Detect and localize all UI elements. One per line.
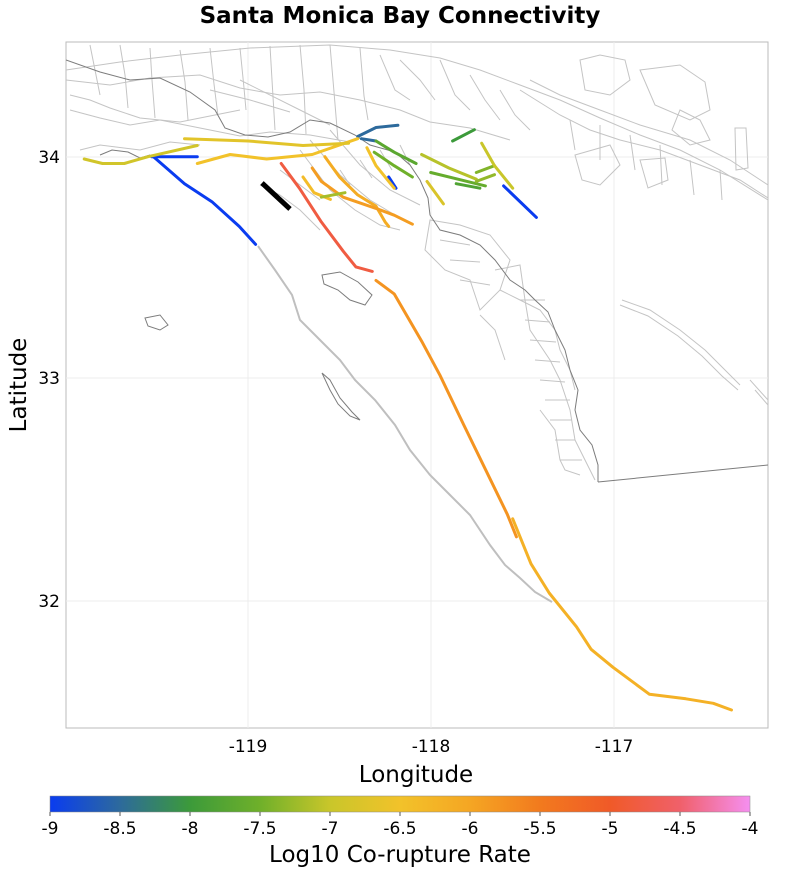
colorbar bbox=[49, 795, 751, 813]
fault-rupture-segment bbox=[511, 517, 733, 712]
coastline bbox=[66, 59, 768, 483]
y-axis-label: Latitude bbox=[6, 338, 32, 433]
colorbar-tick-label: -4.5 bbox=[663, 819, 696, 839]
fault-rupture-segment bbox=[374, 278, 518, 539]
colorbar-tick-label: -8 bbox=[182, 819, 199, 839]
fault-rupture-segment bbox=[451, 128, 476, 143]
fault-rupture-segment bbox=[420, 153, 478, 181]
colorbar-label: Log10 Co-rupture Rate bbox=[269, 842, 531, 868]
fault-rupture-segment bbox=[183, 137, 351, 147]
fault-rupture-segment bbox=[454, 182, 482, 190]
fault-rupture-segment bbox=[323, 155, 391, 228]
colorbar-tick-label: -5 bbox=[602, 819, 619, 839]
colorbar-ticks: -9 -8.5 -8 -7.5 -7 -6.5 -6 -5.5 -5 -4.5 -4 bbox=[42, 812, 759, 839]
colorbar-tick-label: -6.5 bbox=[383, 819, 416, 839]
fault-rupture-segment bbox=[429, 171, 487, 188]
colorbar-tick-label: -7.5 bbox=[243, 819, 276, 839]
fault-rupture-segment bbox=[474, 173, 496, 183]
plot-frame bbox=[65, 41, 769, 729]
fault-rupture-segment bbox=[319, 191, 347, 199]
offshore-fault-traces bbox=[257, 245, 553, 603]
colorbar-tick-label: -6 bbox=[462, 819, 479, 839]
x-tick-label: -117 bbox=[595, 737, 634, 757]
fault-rupture-segment bbox=[310, 166, 414, 226]
fault-rupture-segment bbox=[387, 175, 398, 190]
y-tick-label: 34 bbox=[38, 148, 60, 168]
colorbar-tick-label: -9 bbox=[42, 819, 59, 839]
x-tick-label: -118 bbox=[412, 737, 451, 757]
fault-rupture-segment bbox=[365, 146, 396, 190]
fault-rupture-segment bbox=[502, 184, 538, 219]
y-tick-label: 33 bbox=[38, 369, 60, 389]
fault-rupture-segment bbox=[372, 150, 414, 179]
fault-rupture-segment bbox=[359, 137, 378, 143]
fault-rupture-segment bbox=[374, 139, 418, 165]
colorbar-tick-label: -4 bbox=[742, 819, 759, 839]
map-title: Santa Monica Bay Connectivity bbox=[200, 3, 601, 29]
colorbar-tick-label: -5.5 bbox=[523, 819, 556, 839]
fault-rupture-segment bbox=[82, 144, 199, 165]
colorbar-tick-label: -8.5 bbox=[103, 819, 136, 839]
fault-rupture-segment bbox=[356, 123, 400, 138]
colorbar-tick-label: -7 bbox=[322, 819, 339, 839]
fault-rupture-segment bbox=[480, 141, 515, 190]
x-tick-label: -119 bbox=[229, 737, 268, 757]
fault-rupture-segment bbox=[425, 179, 445, 206]
y-tick-label: 32 bbox=[38, 592, 60, 612]
fault-rupture-segment bbox=[279, 162, 374, 273]
fault-rupture-segment bbox=[195, 137, 360, 165]
fault-rupture-segment bbox=[152, 155, 258, 246]
fault-rupture-segment bbox=[474, 164, 496, 174]
source-fault bbox=[260, 181, 292, 211]
fault-ruptures bbox=[82, 123, 733, 712]
x-axis-label: Longitude bbox=[359, 762, 473, 788]
